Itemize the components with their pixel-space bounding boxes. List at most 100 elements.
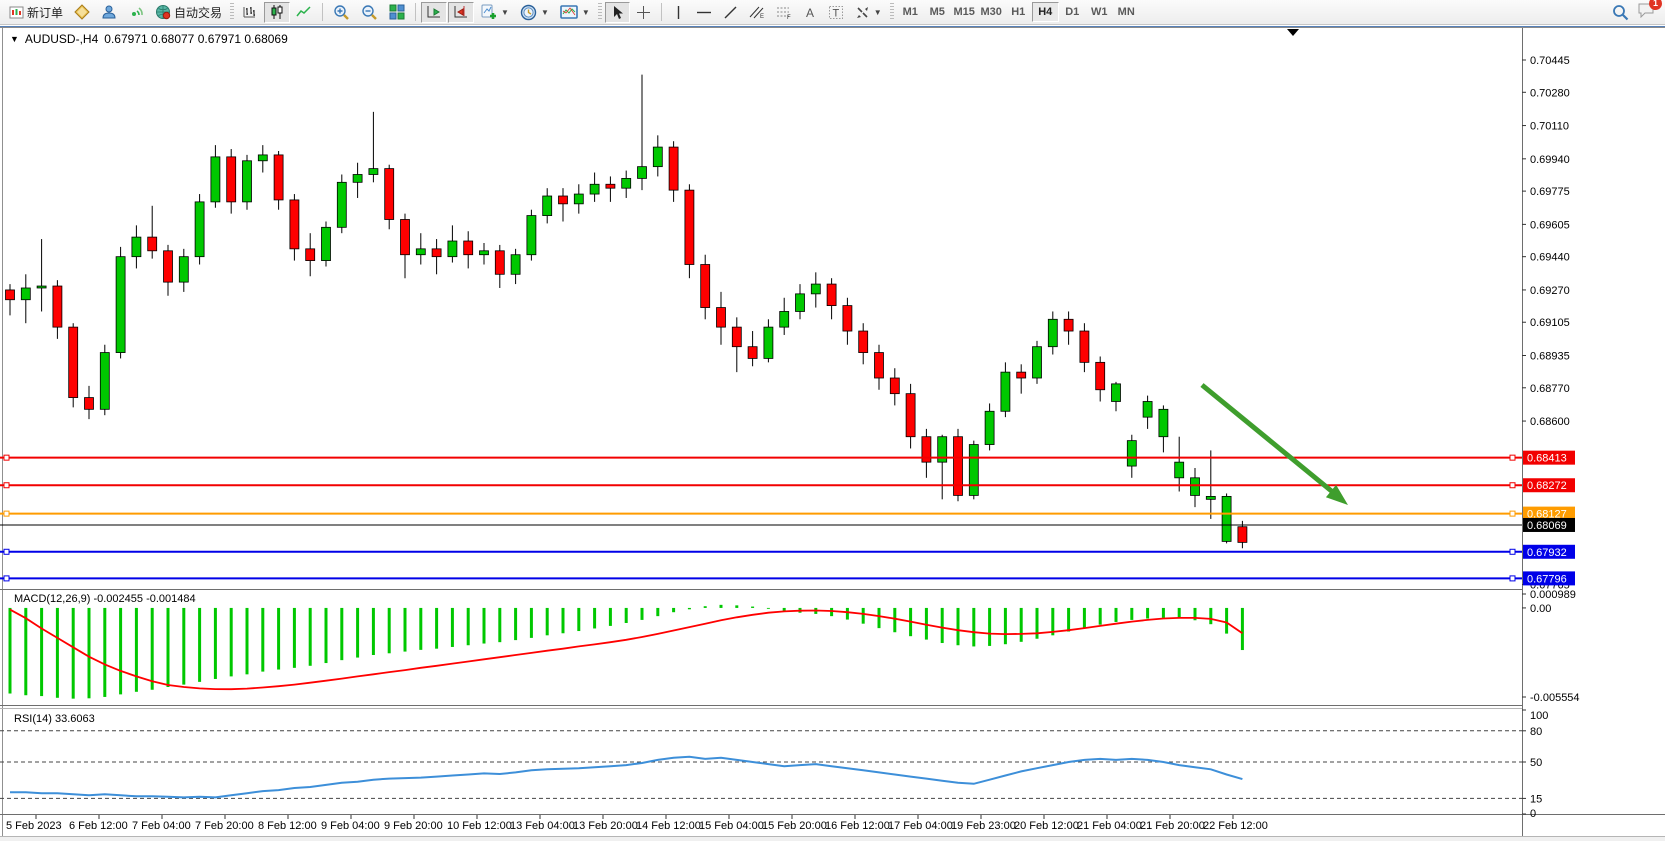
- timeframe-mn[interactable]: MN: [1117, 6, 1135, 18]
- candle: [1158, 408, 1169, 438]
- candle: [273, 154, 284, 201]
- search-icon[interactable]: [1612, 4, 1629, 21]
- candle: [463, 240, 474, 256]
- window-accent-strip: [0, 26, 1665, 28]
- dropdown-caret: ▼: [581, 7, 590, 17]
- tile-windows-button[interactable]: [384, 2, 410, 23]
- svg-text:F: F: [787, 15, 791, 20]
- candle: [289, 199, 300, 250]
- shift-marker[interactable]: [1287, 29, 1299, 36]
- svg-text:15 Feb 20:00: 15 Feb 20:00: [762, 820, 827, 832]
- candle: [731, 326, 742, 348]
- zoom-out-button[interactable]: [356, 2, 383, 23]
- timeframe-w1[interactable]: W1: [1090, 6, 1108, 18]
- notification-badge: 1: [1649, 0, 1662, 10]
- candle: [84, 397, 94, 410]
- toolbar-separator: [322, 3, 324, 21]
- line-chart-button[interactable]: [291, 2, 317, 23]
- label-tool-button[interactable]: T: [823, 2, 849, 23]
- trendline-tool-button[interactable]: [718, 2, 743, 23]
- svg-text:20 Feb 12:00: 20 Feb 12:00: [1014, 820, 1079, 832]
- candle: [384, 168, 395, 220]
- channel-tool-button[interactable]: E: [744, 2, 770, 23]
- candle: [573, 193, 584, 205]
- tile-windows-icon: [389, 4, 405, 20]
- zoom-in-button[interactable]: [328, 2, 355, 23]
- community-button[interactable]: [96, 2, 122, 23]
- candle: [352, 174, 363, 183]
- timeframe-m30[interactable]: M30: [980, 6, 1002, 18]
- vline-tool-button[interactable]: [667, 2, 690, 23]
- svg-text:6 Feb 12:00: 6 Feb 12:00: [69, 820, 128, 832]
- chart-shift-icon: [454, 6, 468, 18]
- arrows-tool-button[interactable]: ▼: [850, 2, 887, 23]
- timeframe-d1[interactable]: D1: [1065, 6, 1080, 18]
- candle: [194, 201, 205, 258]
- clock-icon: [520, 4, 537, 20]
- text-tool-button[interactable]: A: [798, 2, 822, 23]
- timeframe-h1[interactable]: H1: [1011, 6, 1026, 18]
- svg-text:22 Feb 12:00: 22 Feb 12:00: [1203, 820, 1268, 832]
- crosshair-tool-button[interactable]: [631, 2, 656, 23]
- main-toolbar: 新订单 自动交易 ▼ ▼: [0, 0, 1665, 25]
- svg-text:0.67932: 0.67932: [1527, 547, 1567, 559]
- vertical-line-icon: [677, 5, 679, 19]
- timeframe-m15[interactable]: M15: [953, 6, 975, 18]
- new-order-icon: [9, 6, 24, 18]
- time-axis: 5 Feb 2023 6 Feb 12:00 7 Feb 04:00 7 Feb 20…: [6, 815, 1268, 832]
- new-order-button[interactable]: 新订单: [4, 2, 68, 23]
- candle: [20, 287, 31, 301]
- fibonacci-tool-button[interactable]: F: [771, 2, 797, 23]
- timeframe-m5[interactable]: M5: [929, 6, 945, 18]
- candle: [810, 283, 821, 295]
- zoom-in-icon: [334, 4, 349, 20]
- candle: [637, 166, 647, 179]
- candle: [1126, 440, 1137, 467]
- periods-button[interactable]: ▼: [515, 2, 554, 23]
- add-indicator-icon: [481, 4, 497, 19]
- candle: [953, 436, 963, 496]
- autotrading-label: 自动交易: [174, 5, 223, 20]
- candle: [1095, 361, 1106, 391]
- cursor-tool-button[interactable]: [604, 1, 630, 23]
- svg-text:E: E: [760, 14, 764, 20]
- candle: [1142, 401, 1153, 418]
- candle: [968, 444, 979, 496]
- autoscroll-button[interactable]: [421, 1, 448, 23]
- add-indicator-button[interactable]: ▼: [475, 2, 514, 23]
- svg-text:T: T: [832, 7, 839, 19]
- candle: [1174, 461, 1185, 479]
- candle: [779, 311, 790, 328]
- candle: [431, 248, 442, 258]
- svg-text:14 Feb 12:00: 14 Feb 12:00: [636, 820, 701, 832]
- svg-text:21 Feb 04:00: 21 Feb 04:00: [1077, 820, 1142, 832]
- mql-button[interactable]: [69, 2, 95, 23]
- timeframe-m1[interactable]: M1: [902, 6, 918, 18]
- chart-shift-button[interactable]: [448, 1, 475, 23]
- notifications-button[interactable]: 1: [1637, 0, 1662, 23]
- toolbar-separator: [415, 3, 417, 21]
- trend-arrow-annotation[interactable]: [1200, 383, 1348, 505]
- autotrading-button[interactable]: 自动交易: [150, 2, 227, 23]
- candle: [826, 283, 837, 306]
- svg-text:0.70280: 0.70280: [1530, 87, 1570, 99]
- candle: [1190, 477, 1200, 496]
- signals-button[interactable]: [123, 2, 149, 23]
- svg-text:9 Feb 20:00: 9 Feb 20:00: [384, 820, 443, 832]
- candlestick-chart-button[interactable]: [264, 1, 291, 23]
- candle: [368, 168, 379, 175]
- toolbar-grip: [597, 3, 602, 21]
- svg-text:17 Feb 04:00: 17 Feb 04:00: [888, 820, 953, 832]
- svg-text:0.70110: 0.70110: [1530, 121, 1569, 133]
- svg-text:15 Feb 04:00: 15 Feb 04:00: [699, 820, 764, 832]
- hline-tool-button[interactable]: [691, 2, 717, 23]
- dropdown-caret: ▼: [873, 7, 882, 17]
- bar-chart-button[interactable]: [237, 2, 263, 23]
- svg-text:0.69605: 0.69605: [1530, 219, 1570, 231]
- candle: [905, 393, 916, 438]
- symbol-dropdown-icon[interactable]: ▼: [10, 34, 19, 44]
- timeframe-h4[interactable]: H4: [1031, 2, 1059, 22]
- templates-button[interactable]: ▼: [555, 2, 595, 23]
- candle: [147, 236, 158, 252]
